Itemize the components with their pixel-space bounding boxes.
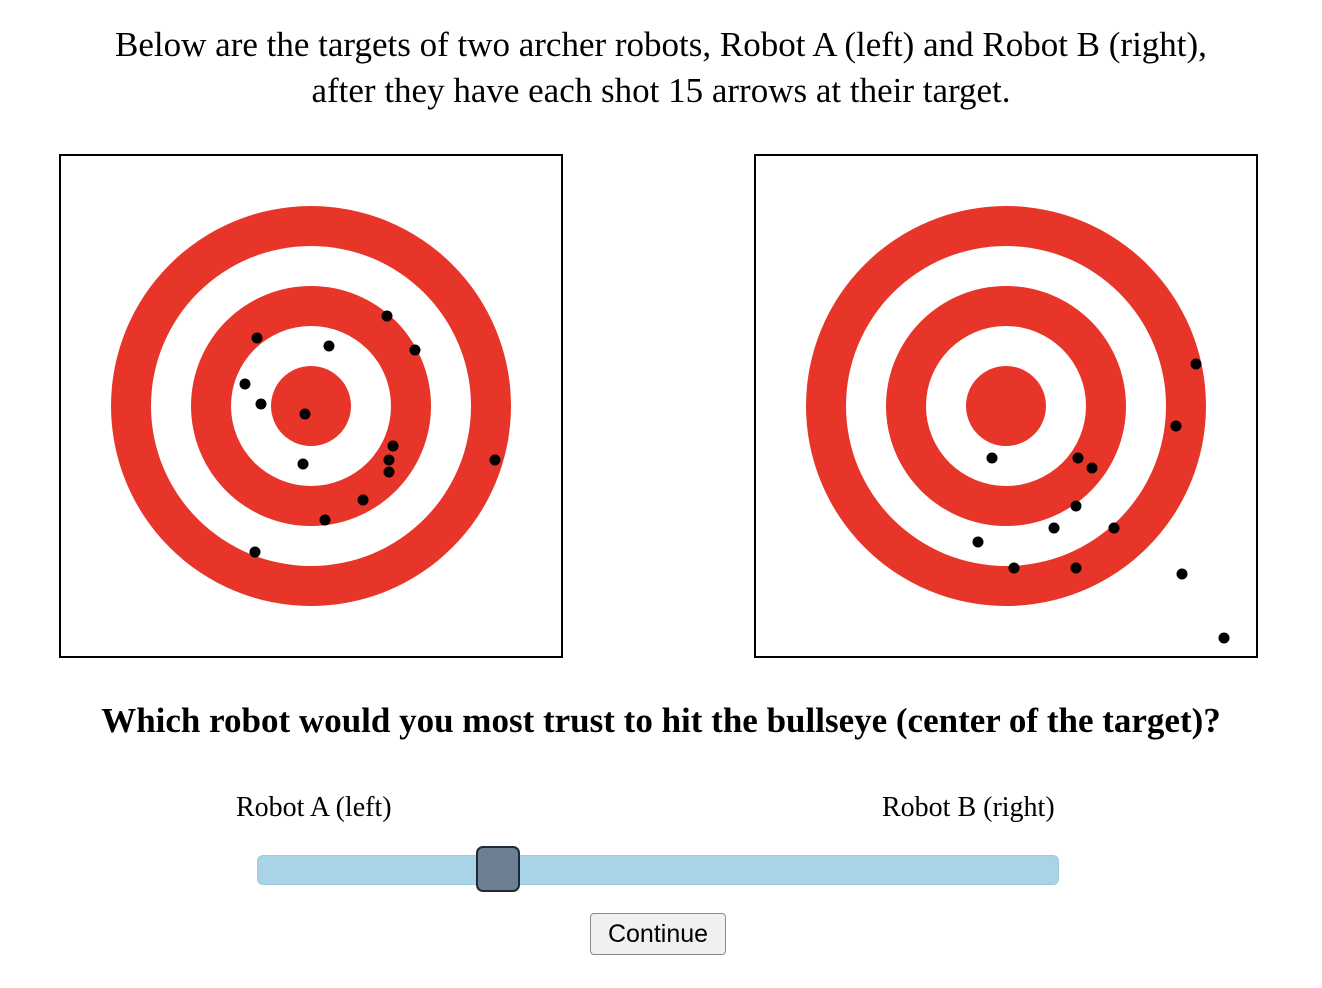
instructions-line-2: after they have each shot 15 arrows at t… (311, 71, 1011, 110)
robot-b-arrow-hit (1176, 568, 1188, 580)
robot-b-arrow-hit (1190, 358, 1202, 370)
robot-b-arrow-hit (1170, 420, 1182, 432)
robot-b-arrow-hit (972, 536, 984, 548)
robot-b-target (806, 206, 1230, 644)
robot-a-arrow-hit (251, 332, 263, 344)
robot-a-target (111, 206, 511, 606)
robot-b-arrow-hit (1108, 522, 1120, 534)
robot-b-target-panel (754, 154, 1258, 658)
robot-a-arrow-hit (319, 514, 331, 526)
robot-b-bullseye (966, 366, 1046, 446)
robot-a-arrow-hit (255, 398, 267, 410)
robot-b-arrow-hit (1048, 522, 1060, 534)
robot-b-arrow-hit (1008, 562, 1020, 574)
robot-a-arrow-hit (383, 454, 395, 466)
instructions: Below are the targets of two archer robo… (0, 22, 1322, 114)
robot-a-arrow-hit (489, 454, 501, 466)
trust-slider-track[interactable] (257, 855, 1059, 885)
robot-b-arrow-hit (1072, 452, 1084, 464)
trust-slider-thumb[interactable] (475, 846, 520, 892)
robot-a-arrow-hit (409, 344, 421, 356)
robot-b-arrow-hit (1218, 632, 1230, 644)
robot-a-arrow-hit (383, 466, 395, 478)
robot-b-arrow-hit (1086, 462, 1098, 474)
robot-a-arrow-hit (387, 440, 399, 452)
robot-a-arrow-hit (297, 458, 309, 470)
continue-button[interactable]: Continue (590, 913, 726, 955)
slider-left-label: Robot A (left) (236, 792, 392, 823)
robot-a-arrow-hit (239, 378, 251, 390)
robot-a-arrow-hit (249, 546, 261, 558)
slider-right-label: Robot B (right) (882, 792, 1055, 823)
robot-a-bullseye (271, 366, 351, 446)
robot-b-arrow-hit (986, 452, 998, 464)
robot-a-target-panel (59, 154, 563, 658)
robot-a-arrow-hit (357, 494, 369, 506)
robot-a-arrow-hit (299, 408, 311, 420)
robot-b-arrow-hit (1070, 500, 1082, 512)
question-text: Which robot would you most trust to hit … (101, 701, 1221, 740)
robot-a-arrow-hit (323, 340, 335, 352)
robot-a-arrow-hit (381, 310, 393, 322)
robot-b-arrow-hit (1070, 562, 1082, 574)
instructions-line-1: Below are the targets of two archer robo… (115, 25, 1207, 64)
